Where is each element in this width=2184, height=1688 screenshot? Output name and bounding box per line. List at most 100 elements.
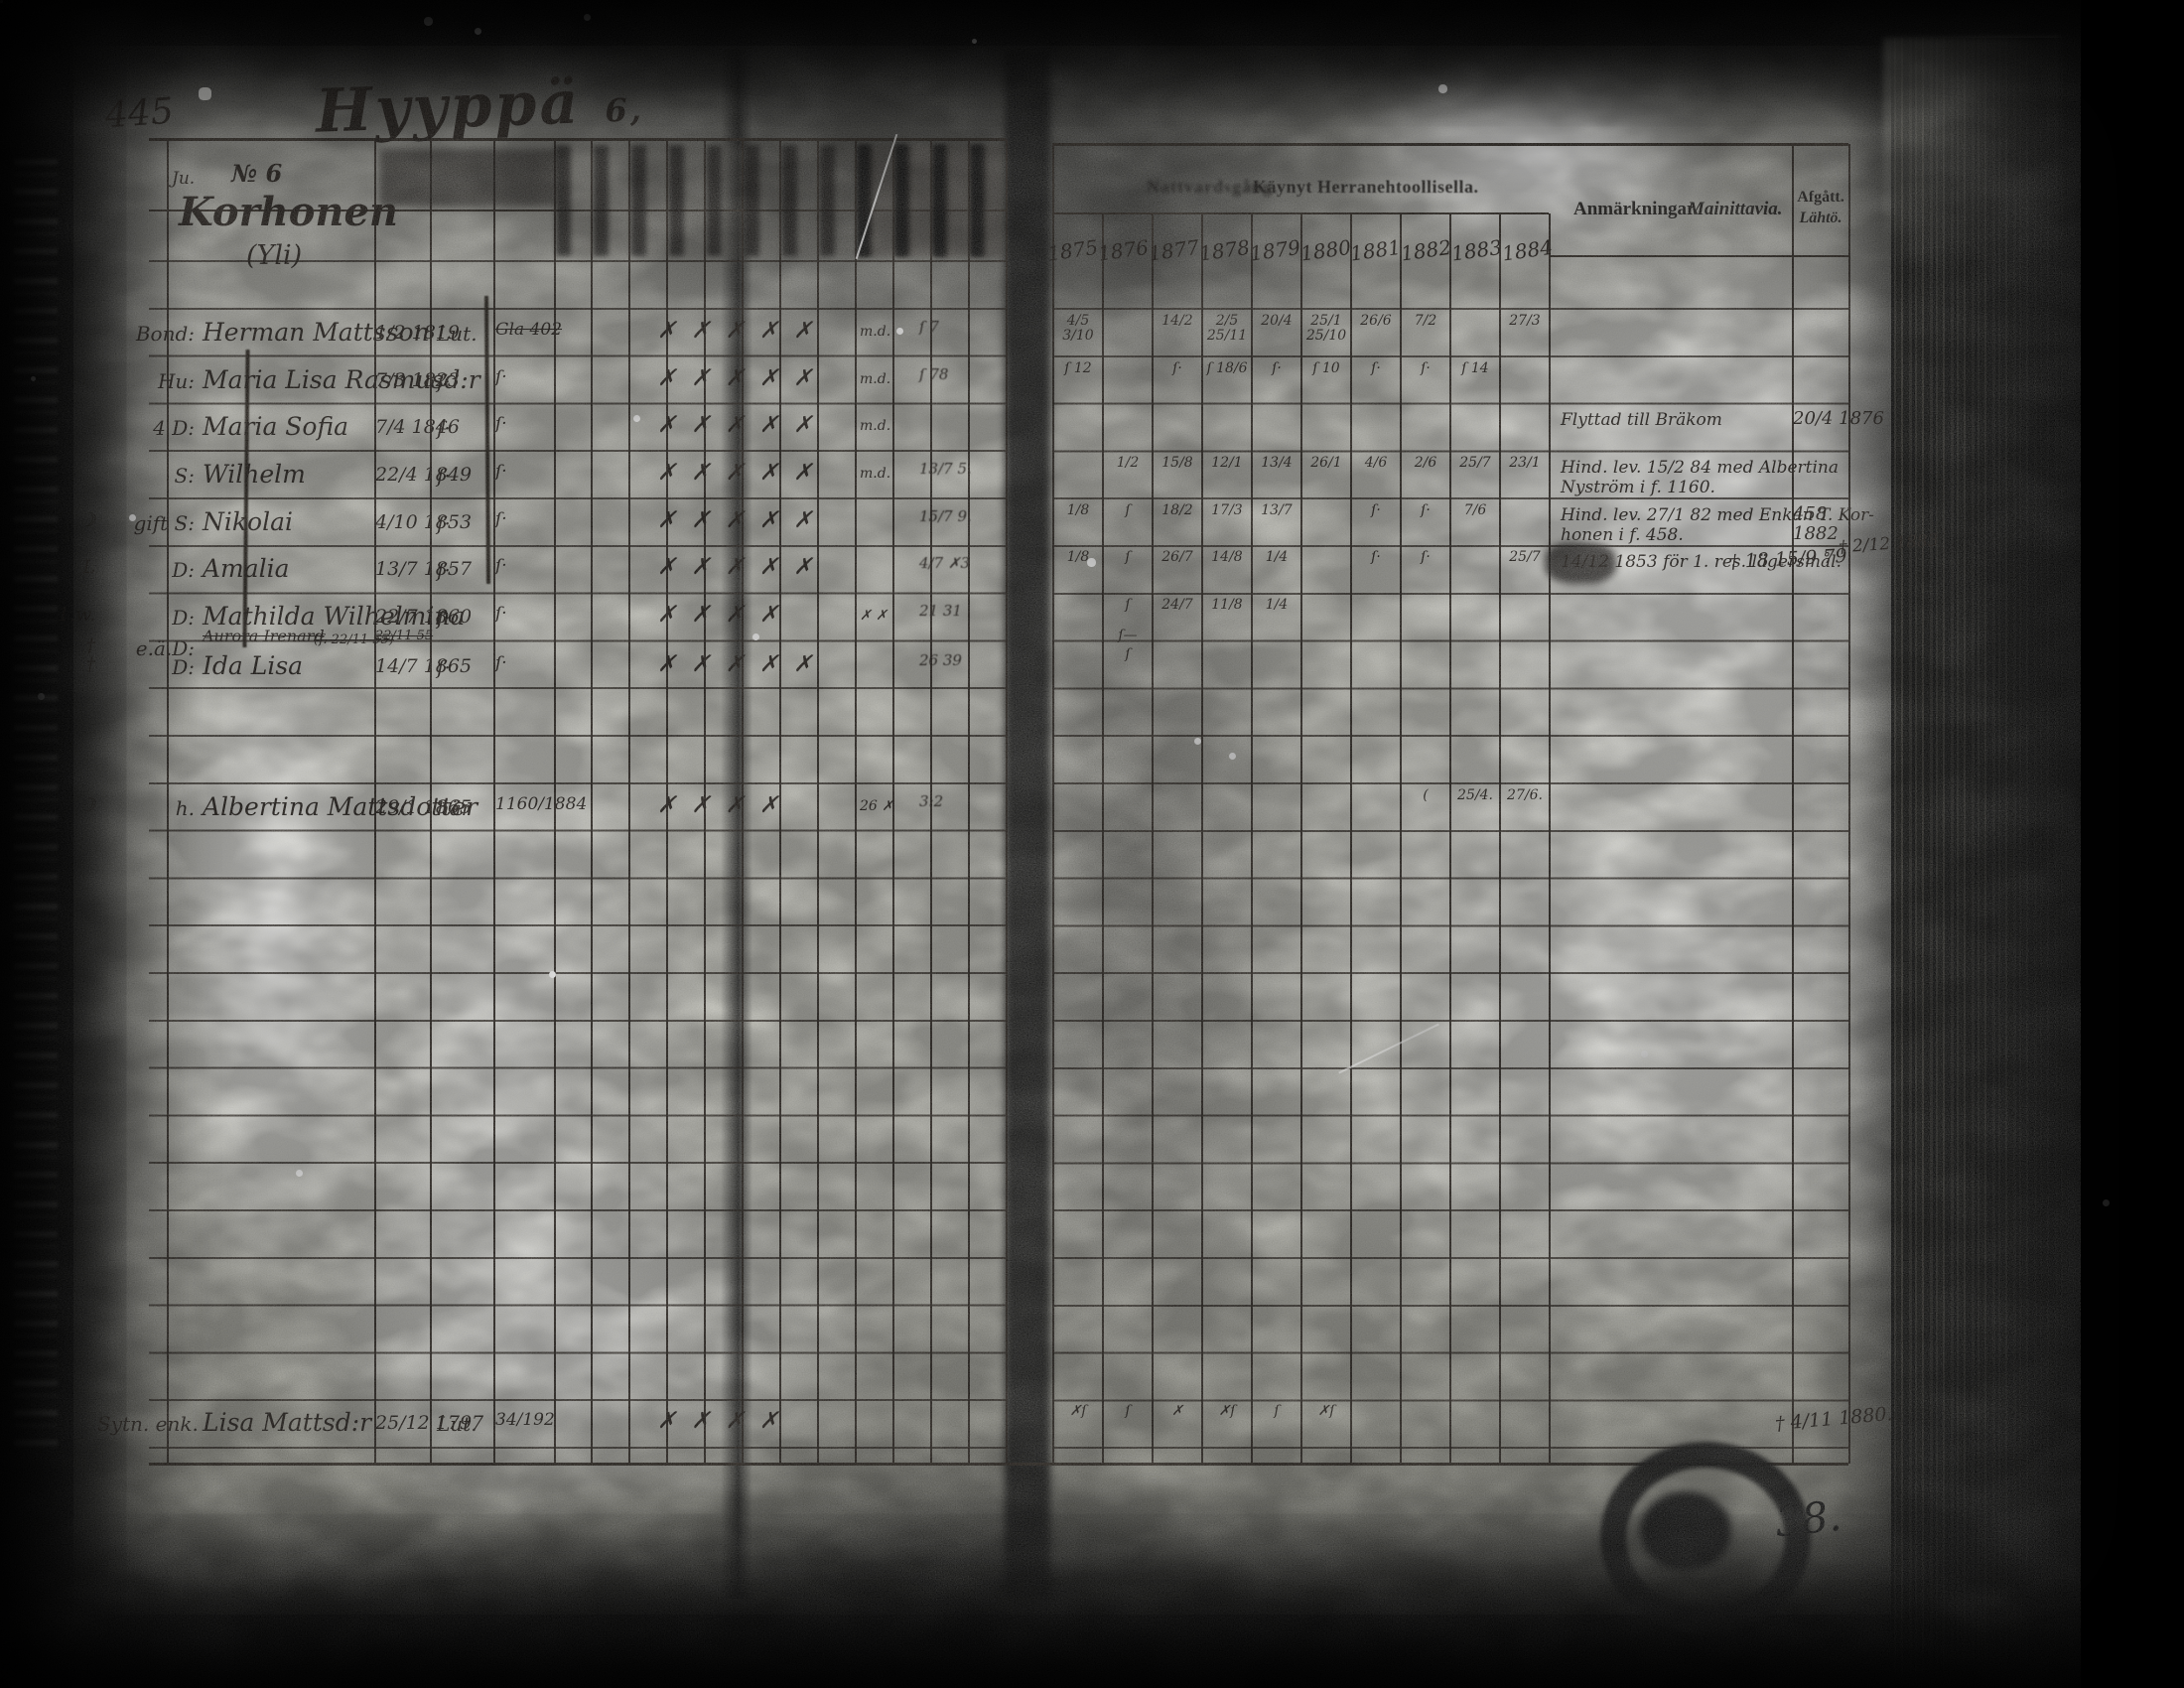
communion-date-1875: ✗ſ [1069,1403,1087,1419]
register-row: Bond: Herman Mattsson 1/2 1819 Lut. Gla … [0,310,1946,357]
communion-date-1876: ſ [1125,597,1131,613]
communion-date-1877: ✗ [1171,1403,1183,1419]
person-name: Albertina Mattsdotter [203,792,478,821]
register-row: L D: Amalia 13/7 1857 ſ· ſ· ✗✗✗✗✗ 4/7 ✗3… [0,546,1946,594]
dust-specks [0,0,3,3]
communion-date-1882: ſ· [1421,502,1431,518]
remark-line1: Hind. lev. 15/2 84 med Albertina [1561,458,1840,478]
communion-date-1878: 12/1 [1211,455,1243,471]
marks-note: 26 ✗ [860,798,893,814]
relation-label: Sytn. enk. [97,1412,199,1436]
communion-date-1884: 25/7 [1509,549,1541,565]
communion-date-1877: ſ· [1172,360,1182,376]
religion-entry: Lut. [437,322,478,346]
communion-date-1879: 1/4 [1265,549,1289,565]
birth-date: 29/1 1865 [375,796,473,818]
ink-stamp-blob [1640,1491,1731,1571]
communion-date-1875: 4/5 3/10 [1062,313,1094,344]
communion-date-1875: ſ 12 [1064,360,1092,376]
grid-note: 13/7 5. [919,460,972,478]
examination-marks: ✗✗✗✗✗ [657,318,828,344]
departed-entry: 458 [1793,503,1828,524]
communion-date-1878: 17/3 [1211,502,1243,518]
communion-date-1881: ſ· [1371,360,1381,376]
birth-date: 22/4 1849 [375,464,473,486]
person-name: Wilhelm [203,460,306,489]
margin-mark: ☽ [77,794,95,816]
communion-date-1878: ſ 18/6 [1206,360,1248,376]
communion-date-1879: 13/4 [1261,455,1293,471]
register-row: † D: Ida Lisa 14/7 1865 ſ· ſ· ✗✗✗✗✗ 26 3… [0,643,1946,691]
examination-marks: ✗✗✗✗✗ [657,554,828,580]
communion-date-1876: 1/2 [1116,455,1140,471]
remark-line2: Nyström i f. 1160. [1561,478,1715,497]
grid-note: ſ 78 [919,365,949,383]
grid-note: 15/7 9. [919,507,972,525]
communion-date-1882: 2/6 [1414,455,1437,471]
communion-date-1879: ſ [1274,1403,1280,1419]
register-row: ☽ gift S: Nikolai 4/10 1853 ſ· ſ· ✗✗✗✗✗ … [0,499,1946,547]
birth-date: 14/7 1865 [375,655,473,677]
register-row: Hu: Maria Lisa Rasmusd:r 7/3 1823 ſ· ſ· … [0,357,1946,405]
book-reference: ſ· [495,414,507,434]
remark-line1: Hind. lev. 27/1 82 med Enkan T. Kor- [1561,505,1875,525]
book-reference: ſ· [495,653,507,673]
religion-entry: ſ· [437,369,451,393]
examination-marks: ✗✗✗✗✗ [657,651,828,677]
relation-label: h. [175,796,195,820]
relation-label: D: [172,655,195,679]
communion-date-1878: 14/8 [1211,549,1243,565]
communion-date-1877: 15/8 [1161,455,1193,471]
margin-mark: ☽ [77,509,95,531]
relation-label: 4 D: [153,416,195,440]
marks-note: ✗ ✗ [860,608,887,624]
communion-date-1879: 13/7 [1261,502,1293,518]
communion-date-1875: 1/8 [1066,549,1090,565]
communion-date-1876: ſ [1125,646,1131,662]
birth-date: 22/11 55 [375,629,434,643]
communion-date-1877: 18/2 [1161,502,1193,518]
communion-date-1876: ſ— [1118,628,1138,643]
communion-date-1876: ſ [1125,549,1131,565]
communion-date-1880: ſ 10 [1312,360,1340,376]
communion-date-1879: 1/4 [1265,597,1289,613]
register-row: ☽ h. Albertina Mattsdotter 29/1 1865 här… [0,784,1946,832]
religion-entry: ſ· [437,655,451,679]
person-name: Nikolai [203,507,293,536]
communion-date-1884: 27/6. [1507,787,1543,803]
communion-date-1876: ſ [1125,1403,1131,1419]
communion-date-1881: 4/6 [1364,455,1388,471]
departed-entry: 20/4 1876 [1793,408,1884,429]
marks-note: m.d. [860,324,891,340]
communion-date-1883: 25/4. [1457,787,1493,803]
book-reference: 34/192 [495,1410,555,1430]
person-name: Herman Mattsson [203,318,430,347]
communion-date-1883: 25/7 [1459,455,1491,471]
religion-entry: Lut. [437,1412,478,1436]
communion-date-1881: 26/6 [1360,313,1392,329]
communion-date-1875: 1/8 [1066,502,1090,518]
religion-entry: ſ· [437,416,451,440]
communion-date-1880: ✗ſ [1317,1403,1335,1419]
communion-date-1877: 14/2 [1161,313,1193,329]
grid-note: 3:2 [919,792,944,810]
marks-note: m.d. [860,418,891,434]
person-name: Maria Sofia [203,412,349,441]
marks-note: m.d. [860,371,891,387]
examination-marks: ✗✗✗✗✗ [657,507,828,533]
grid-note: 26 39 [919,651,962,669]
grid-note: 4/7 ✗3 [919,554,971,572]
communion-date-1879: 20/4 [1261,313,1293,329]
book-reference: ſ· [495,556,507,576]
religion-entry: här [437,796,472,820]
communion-date-1882: ſ· [1421,549,1431,565]
remark-line2: honen i f. 458. [1561,525,1684,545]
register-row: 4 D: Maria Sofia 7/4 1846 ſ· ſ· ✗✗✗✗✗ m.… [0,404,1946,452]
religion-entry: ſ· [437,558,451,582]
examination-marks: ✗✗✗✗✗ [657,460,828,486]
person-name: Ida Lisa [203,651,304,680]
margin-mark: 1.w. [58,604,96,626]
relation-label: Bond: [135,322,195,346]
